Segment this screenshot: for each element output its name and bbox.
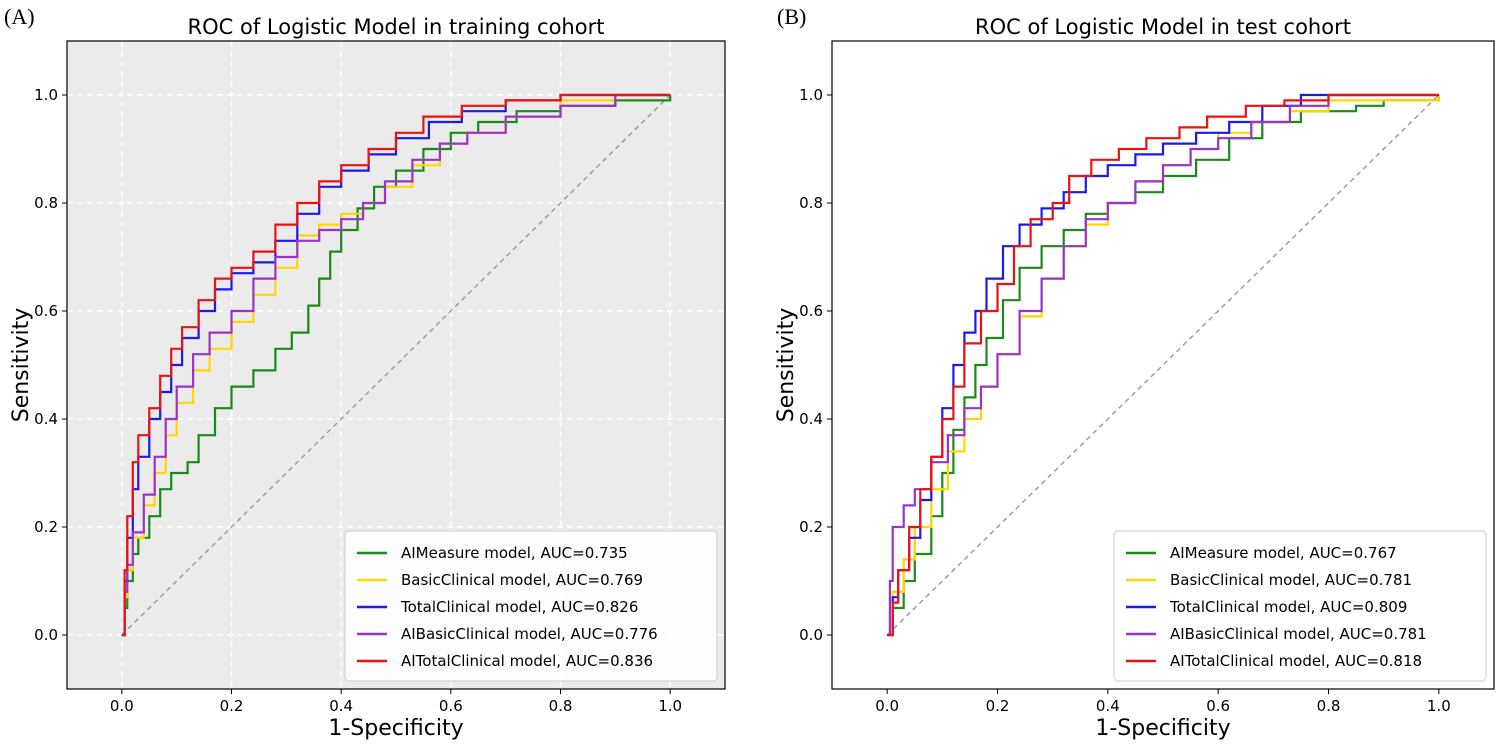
legend-entry-1: BasicClinical model, AUC=0.769: [401, 571, 643, 589]
chart-panel-a: 0.0 0.2 0.4 0.6 0.8 1.0 0.0 0.2 0.4 0.6 0.8 1.0 ROC …: [4, 4, 726, 741]
legend-entry-2: TotalClinical model, AUC=0.826: [400, 598, 638, 616]
x-tick-label: 0.6: [1206, 697, 1230, 715]
legend: AIMeasure model, AUC=0.735 BasicClinical …: [344, 530, 718, 682]
x-tick-label: 0.2: [986, 697, 1010, 715]
chance-diagonal-line: [886, 94, 1440, 636]
chart-title: ROC of Logistic Model in training cohort: [188, 15, 605, 39]
panel-label: (A): [4, 4, 35, 29]
y-tick-label: 0.6: [34, 302, 58, 320]
y-tick-label: 0.4: [799, 410, 823, 428]
plot-frame: [831, 40, 1495, 690]
x-tick-label: 1.0: [658, 697, 682, 715]
legend-entry-2: TotalClinical model, AUC=0.809: [1169, 598, 1407, 616]
y-tick-label: 0.0: [34, 626, 58, 644]
x-tick-label: 0.0: [110, 697, 134, 715]
panel-label: (B): [777, 4, 806, 29]
x-tick-label: 0.6: [439, 697, 463, 715]
x-axis-label: 1-Specificity: [1095, 716, 1230, 741]
legend-entry-3: AIBasicClinical model, AUC=0.781: [1170, 625, 1427, 643]
x-axis-label: 1-Specificity: [328, 716, 463, 741]
x-tick-label: 0.4: [1096, 697, 1120, 715]
legend-entry-1: BasicClinical model, AUC=0.781: [1170, 571, 1412, 589]
x-tick-label: 0.0: [875, 697, 899, 715]
legend: AIMeasure model, AUC=0.767 BasicClinical …: [1113, 530, 1487, 682]
chart-title: ROC of Logistic Model in test cohort: [975, 15, 1351, 39]
y-tick-label: 0.0: [799, 626, 823, 644]
x-tick-label: 0.4: [329, 697, 353, 715]
y-tick-label: 1.0: [799, 86, 823, 104]
roc-line-3: [121, 93, 671, 637]
legend-box: [344, 530, 718, 682]
y-tick-label: 0.2: [799, 518, 823, 536]
roc-line-3: [887, 93, 1439, 637]
chart-panel-b: 0.0 0.2 0.4 0.6 0.8 1.0 0.0 0.2 0.4 0.6 0.8 1.0 ROC …: [774, 4, 1495, 741]
roc-line-2: [121, 93, 671, 637]
legend-entry-4: AITotalClinical model, AUC=0.836: [401, 652, 653, 670]
legend-entry-4: AITotalClinical model, AUC=0.818: [1170, 652, 1422, 670]
y-axis-label: Sensitivity: [774, 308, 799, 423]
y-tick-label: 0.6: [799, 302, 823, 320]
x-tick-label: 0.2: [220, 697, 244, 715]
y-tick-label: 0.4: [34, 410, 58, 428]
legend-entry-3: AIBasicClinical model, AUC=0.776: [401, 625, 658, 643]
plot-frame: [66, 40, 726, 690]
legend-entry-0: AIMeasure model, AUC=0.735: [401, 544, 628, 562]
y-tick-label: 0.8: [799, 194, 823, 212]
roc-line-4: [887, 93, 1439, 637]
x-tick-label: 0.8: [549, 697, 573, 715]
chance-diagonal-line: [121, 94, 671, 636]
y-axis-label: Sensitivity: [9, 308, 34, 423]
y-tick-label: 0.2: [34, 518, 58, 536]
roc-line-4: [121, 93, 671, 637]
legend-box: [1113, 530, 1487, 682]
y-tick-label: 0.8: [34, 194, 58, 212]
legend-entry-0: AIMeasure model, AUC=0.767: [1170, 544, 1397, 562]
x-tick-label: 0.8: [1317, 697, 1341, 715]
y-tick-label: 1.0: [34, 86, 58, 104]
x-tick-label: 1.0: [1427, 697, 1451, 715]
